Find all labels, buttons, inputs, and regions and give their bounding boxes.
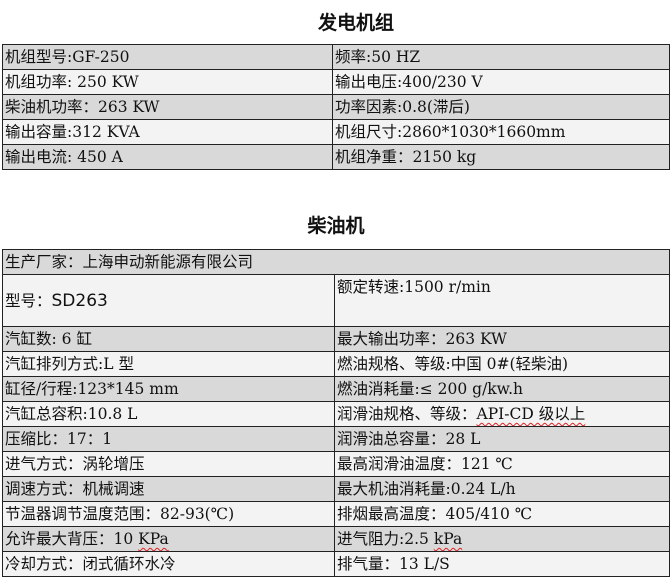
spec-unit: kPa xyxy=(433,530,463,548)
spec-cell: 冷却方式：闭式循环水冷 xyxy=(2,551,335,577)
spec-cell: 机组尺寸:2860*1030*1660mm xyxy=(332,119,670,145)
generator-spec-table: 机组型号:GF-250 频率:50 HZ 机组功率: 250 KW 输出电压:400… xyxy=(2,44,670,170)
spec-label: 允许最大背压：10 xyxy=(5,530,139,548)
table-row: 汽缸数: 6 缸最大输出功率：263 KW xyxy=(2,326,670,352)
spec-cell: 机组功率: 250 KW xyxy=(2,69,333,95)
table-row: 输出容量:312 KVA 机组尺寸:2860*1030*1660mm xyxy=(2,119,670,145)
spec-cell: 缸径/行程:123*145 mm xyxy=(2,376,335,402)
spec-cell: 功率因素:0.8(滞后) xyxy=(332,94,670,120)
spec-cell: 允许最大背压：10 KPa xyxy=(2,526,335,552)
spec-cell: 额定转速:1500 r/min xyxy=(334,274,670,327)
table-row: 冷却方式：闭式循环水冷 排气量：13 L/S xyxy=(2,551,670,577)
spec-cell: 机组型号:GF-250 xyxy=(2,44,333,70)
spec-cell: 燃油消耗量:≤ 200 g/kw.h xyxy=(334,376,670,402)
table-row: 允许最大背压：10 KPa 进气阻力:2.5 kPa xyxy=(2,526,670,552)
spec-cell: 节温器调节温度范围：82-93(℃) xyxy=(2,501,335,527)
table-row: 输出电流: 450 A 机组净重：2150 kg xyxy=(2,144,670,170)
spec-cell: 机组净重：2150 kg xyxy=(332,144,670,170)
spec-cell: 输出电压:400/230 V xyxy=(332,69,670,95)
generator-section-title: 发电机组 xyxy=(317,12,394,34)
spec-cell: 汽缸数: 6 缸 xyxy=(2,326,335,352)
spec-cell: 最高润滑油温度：121 ℃ xyxy=(334,451,670,477)
spec-cell: 进气方式：涡轮增压 xyxy=(2,451,335,477)
spec-label: 润滑油规格、等级： xyxy=(337,405,477,423)
diesel-spec-table: 生产厂家：上海申动新能源有限公司 型号：SD263 额定转速:1500 r/mi… xyxy=(2,249,670,577)
table-row: 型号：SD263 额定转速:1500 r/min xyxy=(2,274,670,327)
spec-cell: 最大机油消耗量:0.24 L/h xyxy=(334,476,670,502)
model-value: SD263 xyxy=(51,290,108,311)
spec-cell: 柴油机功率：263 KW xyxy=(2,94,333,120)
model-label: 型号： xyxy=(5,291,52,310)
spec-cell: 进气阻力:2.5 kPa xyxy=(334,526,670,552)
table-row: 压缩比：17：1 润滑油总容量：28 L xyxy=(2,426,670,452)
table-row: 机组功率: 250 KW 输出电压:400/230 V xyxy=(2,69,670,95)
table-row: 汽缸总容积:10.8 L 润滑油规格、等级：API-CD 级以上 xyxy=(2,401,670,427)
table-row: 进气方式：涡轮增压 最高润滑油温度：121 ℃ xyxy=(2,451,670,477)
spec-cell: 输出电流: 450 A xyxy=(2,144,333,170)
spec-cell: 润滑油规格、等级：API-CD 级以上 xyxy=(334,401,670,427)
spec-value: API-CD 级以上 xyxy=(476,405,586,423)
spec-cell: 输出容量:312 KVA xyxy=(2,119,333,145)
table-row: 调速方式：机械调速 最大机油消耗量:0.24 L/h xyxy=(2,476,670,502)
model-cell: 型号：SD263 xyxy=(2,274,335,327)
spec-label: 进气阻力:2.5 xyxy=(337,530,434,548)
table-row: 节温器调节温度范围：82-93(℃) 排烟最高温度：405/410 ℃ xyxy=(2,501,670,527)
table-row: 柴油机功率：263 KW 功率因素:0.8(滞后) xyxy=(2,94,670,120)
spec-cell: 排气量：13 L/S xyxy=(334,551,670,577)
spec-cell: 汽缸排列方式:L 型 xyxy=(2,351,335,377)
table-row: 机组型号:GF-250 频率:50 HZ xyxy=(2,44,670,70)
spec-cell: 频率:50 HZ xyxy=(332,44,670,70)
spec-cell: 排烟最高温度：405/410 ℃ xyxy=(334,501,670,527)
spec-unit: KPa xyxy=(138,530,169,548)
spec-cell: 润滑油总容量：28 L xyxy=(334,426,670,452)
diesel-section-title: 柴油机 xyxy=(307,215,365,237)
manufacturer-cell: 生产厂家：上海申动新能源有限公司 xyxy=(2,249,670,275)
table-row: 汽缸排列方式:L 型燃油规格、等级:中国 0#(轻柴油) xyxy=(2,351,670,377)
spec-cell: 汽缸总容积:10.8 L xyxy=(2,401,335,427)
spec-cell: 燃油规格、等级:中国 0#(轻柴油) xyxy=(334,351,670,377)
table-row: 缸径/行程:123*145 mm 燃油消耗量:≤ 200 g/kw.h xyxy=(2,376,670,402)
spec-cell: 最大输出功率：263 KW xyxy=(334,326,670,352)
table-row: 生产厂家：上海申动新能源有限公司 xyxy=(2,249,670,275)
spec-cell: 压缩比：17：1 xyxy=(2,426,335,452)
spec-cell: 调速方式：机械调速 xyxy=(2,476,335,502)
